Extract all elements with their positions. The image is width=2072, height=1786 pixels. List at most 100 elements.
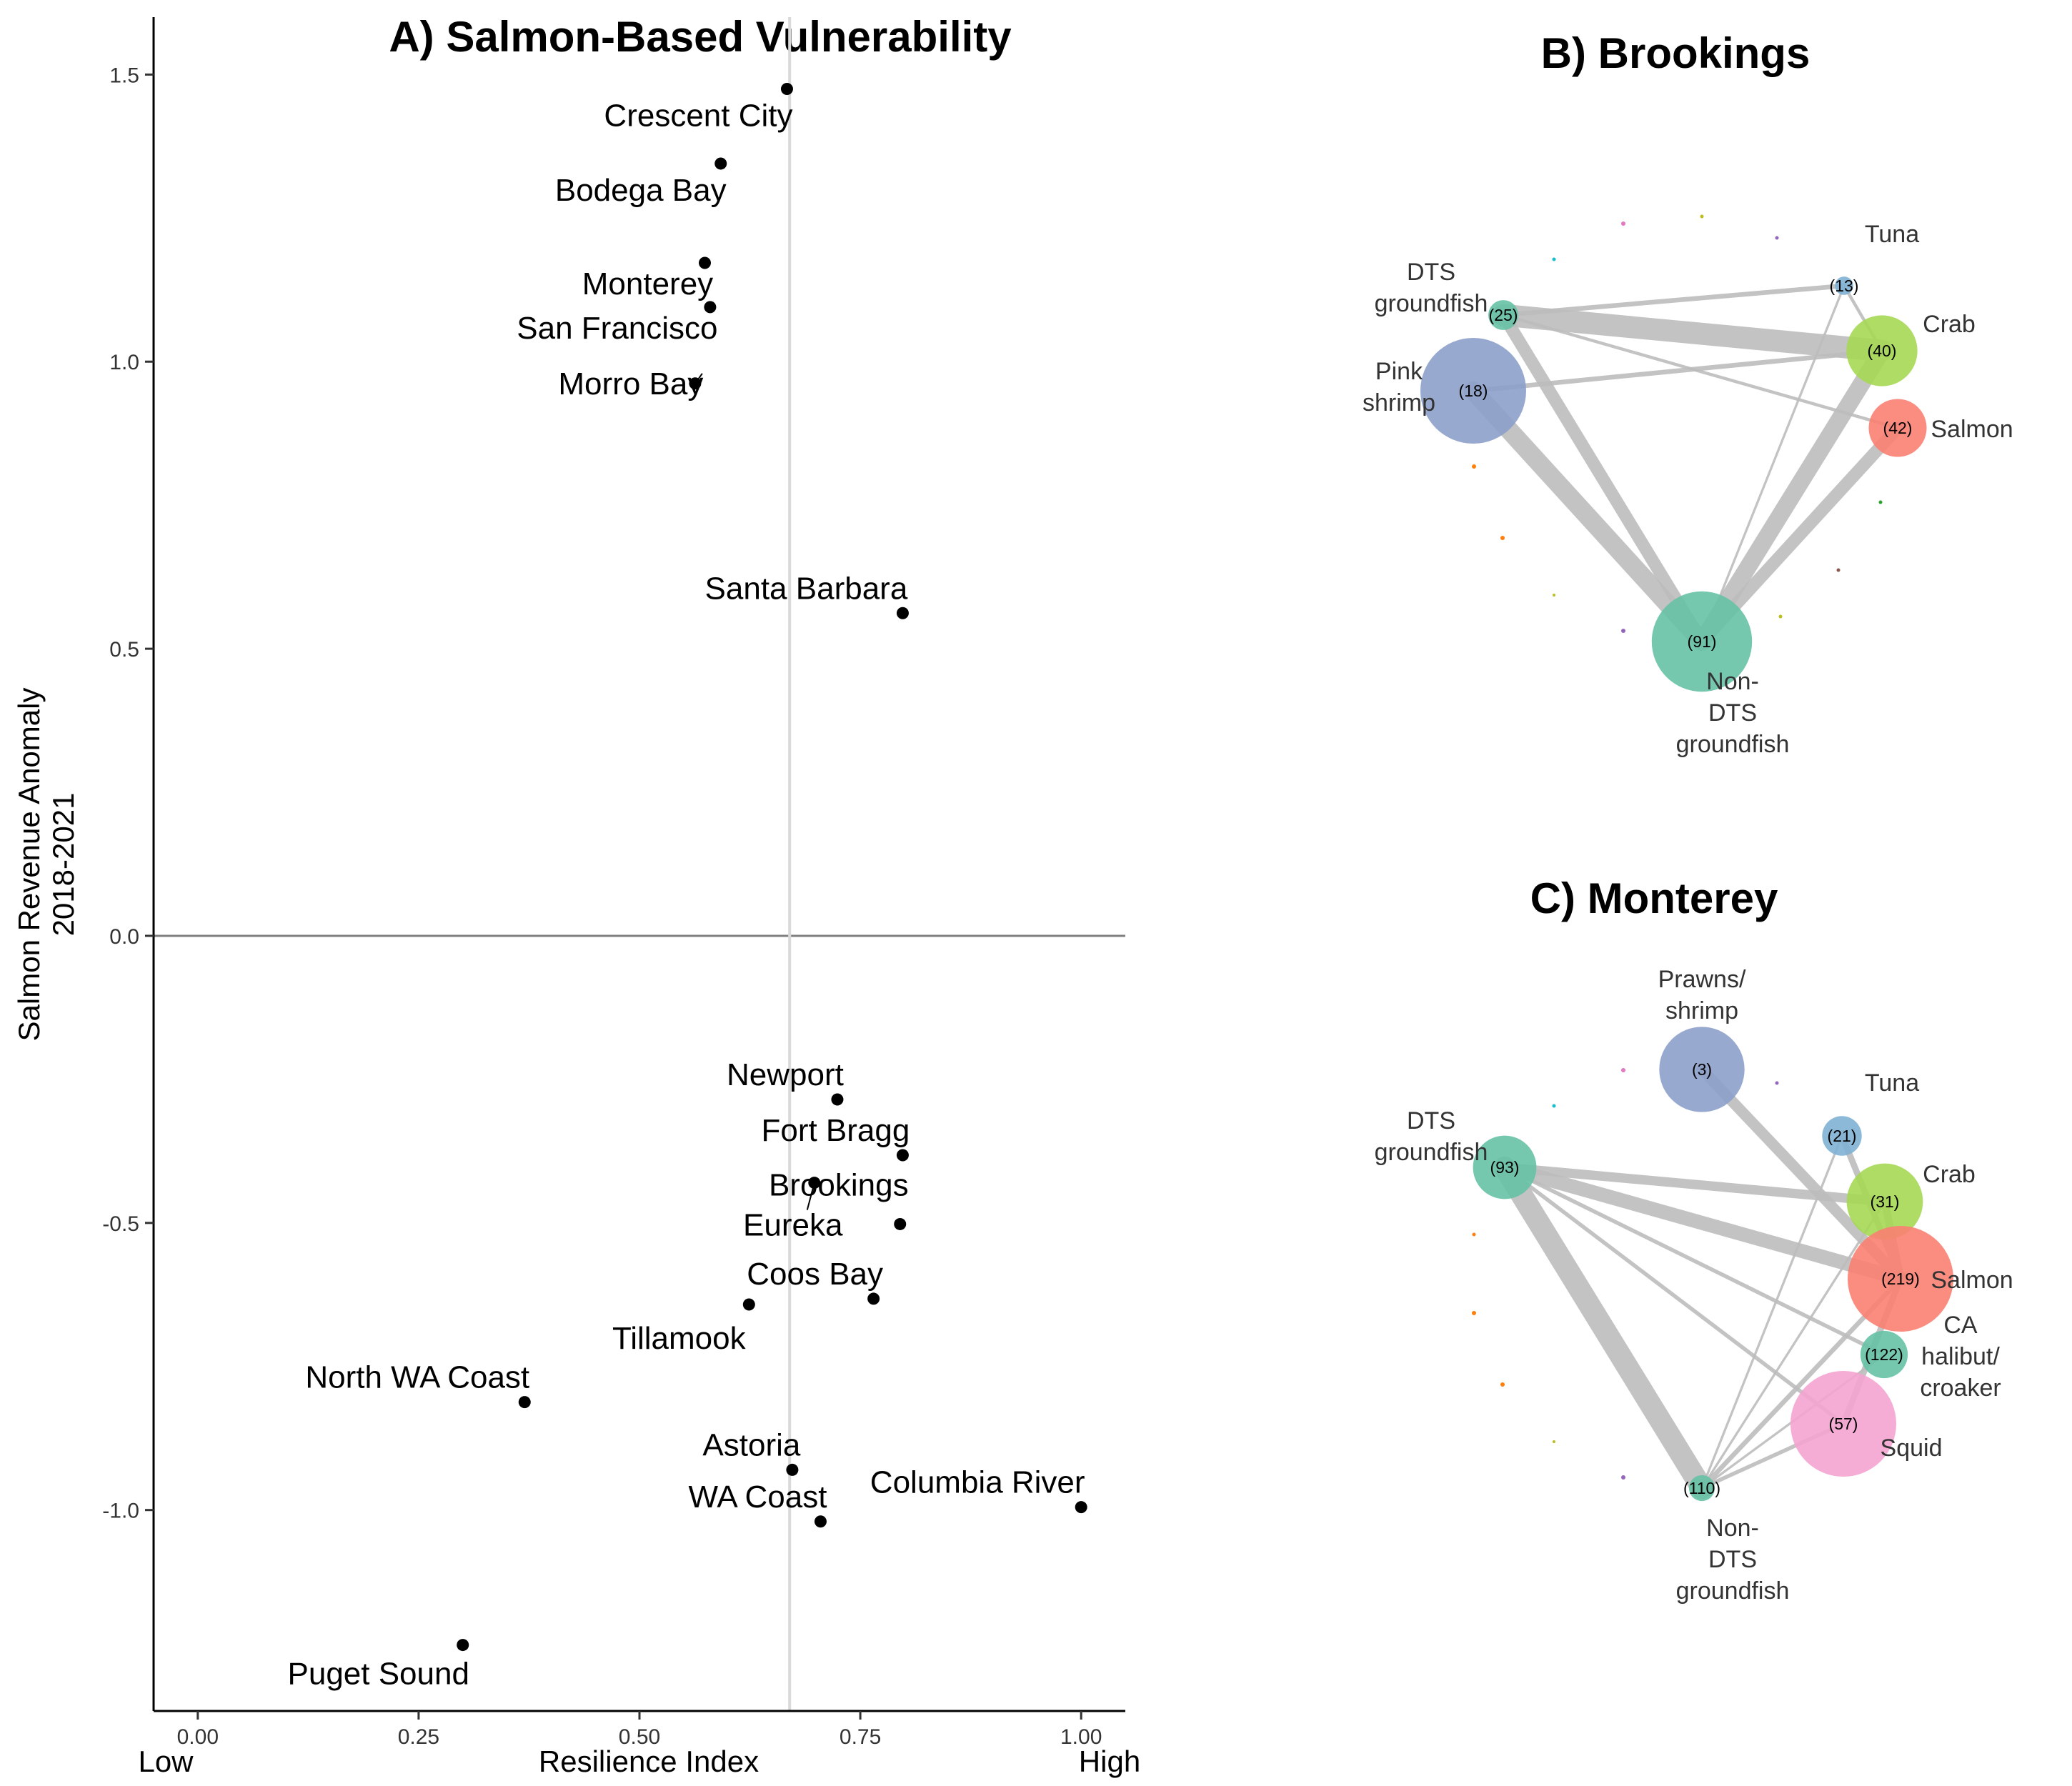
node-count-nondts: (110): [1683, 1479, 1720, 1497]
x-axis-title: Resilience Index: [539, 1745, 759, 1778]
label-fort-bragg: Fort Bragg: [761, 1113, 910, 1148]
node-count-crab: (31): [1871, 1192, 1900, 1211]
node-label-dts: DTS: [1407, 259, 1455, 286]
edge-dts-halibut: [1503, 1165, 1886, 1357]
point-north-wa-coast: [518, 1396, 531, 1409]
label-brookings: Brookings: [769, 1168, 909, 1203]
node-label-salmon: Salmon: [1931, 1267, 2013, 1294]
label-monterey: Monterey: [582, 266, 713, 301]
point-san-francisco: [704, 301, 717, 314]
point-eureka: [894, 1217, 907, 1230]
node-dts: [1488, 300, 1518, 330]
edge-dts-nondts: [1493, 1156, 1713, 1500]
point-morro-bay: [689, 377, 702, 390]
node-count-prawns: (3): [1692, 1060, 1712, 1079]
node-count-salmon: (42): [1883, 419, 1913, 437]
label-coos-bay: Coos Bay: [747, 1257, 883, 1292]
brookings-title: B) Brookings: [1541, 29, 1810, 77]
edge-dts-salmon: [1501, 313, 1900, 430]
point-wa-coast: [814, 1515, 827, 1528]
point-coos-bay: [867, 1292, 880, 1305]
y-axis-title: Salmon Revenue Anomaly: [12, 688, 46, 1042]
node-label-nondts: groundfish: [1676, 731, 1790, 758]
label-newport: Newport: [727, 1057, 844, 1092]
point-labels: Crescent City Bodega Bay Monterey San Franc…: [288, 98, 1085, 1691]
x-tick-label: 0.00: [177, 1725, 219, 1749]
node-count-tuna: (13): [1830, 276, 1859, 295]
node-label-salmon: Salmon: [1931, 416, 2013, 443]
scatter-panel: A) Salmon-Based Vulnerability 0.00 0.25 0.…: [12, 13, 1140, 1778]
node-count-crab: (40): [1868, 341, 1897, 360]
point-brookings: [808, 1177, 821, 1189]
node-squid: [1790, 1371, 1896, 1477]
label-eureka: Eureka: [743, 1207, 843, 1242]
node-label-nondts: groundfish: [1676, 1577, 1790, 1605]
x-ticks: 0.00 0.25 0.50 0.75 1.00: [177, 1711, 1102, 1749]
node-label-crab: Crab: [1923, 1161, 1976, 1188]
edge-pink-nondts: [1463, 381, 1712, 652]
node-crab: [1846, 315, 1918, 386]
node-label-nondts: Non-: [1706, 1515, 1759, 1542]
brookings-edges: [1463, 283, 1904, 652]
monterey-nodes: (3) (21) (93) (31) (219) (122) (57) (110): [1473, 1027, 1953, 1502]
edge-crab-nondts: [1693, 341, 1891, 651]
node-count-salmon: (219): [1881, 1269, 1920, 1288]
y-tick-label: -1.0: [102, 1500, 139, 1523]
node-label-squid: Squid: [1881, 1435, 1943, 1462]
node-nondts: [1651, 591, 1753, 692]
edge-dts-nondts: [1497, 309, 1708, 648]
node-count-nondts: (91): [1688, 632, 1717, 651]
node-count-halibut: (122): [1865, 1345, 1903, 1364]
node-label-halibut: halibut/: [1921, 1343, 2000, 1370]
node-label-crab: Crab: [1923, 311, 1976, 338]
brookings-node-labels: DTS groundfish Pink shrimp Tuna Crab Salmon Non…: [1363, 221, 2013, 758]
label-san-francisco: San Francisco: [517, 311, 717, 346]
node-count-dts: (25): [1489, 306, 1518, 324]
y-tick-label: 0.0: [109, 925, 139, 949]
label-wa-coast: WA Coast: [688, 1480, 827, 1515]
node-halibut: [1860, 1330, 1908, 1379]
label-astoria: Astoria: [702, 1427, 800, 1462]
y-axis-subtitle: 2018-2021: [46, 793, 80, 937]
point-astoria: [786, 1463, 799, 1476]
node-label-tuna: Tuna: [1865, 1069, 1919, 1097]
node-label-pink: shrimp: [1363, 389, 1435, 416]
x-tick-label: 0.50: [619, 1725, 660, 1749]
node-label-dts: groundfish: [1375, 1139, 1488, 1166]
brookings-minor-nodes: [1472, 214, 1883, 633]
label-bodega-bay: Bodega Bay: [555, 173, 727, 208]
scatter-points: [457, 82, 1087, 1652]
x-tick-label: 1.00: [1060, 1725, 1102, 1749]
node-label-dts: groundfish: [1375, 290, 1488, 317]
node-label-dts: DTS: [1407, 1107, 1455, 1134]
point-columbia-river: [1075, 1501, 1087, 1514]
point-newport: [831, 1093, 844, 1106]
edge-crab-nondts: [1700, 1200, 1886, 1490]
edge-dts-salmon: [1498, 1160, 1908, 1286]
x-axis-low-label: Low: [138, 1745, 194, 1778]
point-puget-sound: [457, 1639, 469, 1652]
node-label-prawns: shrimp: [1665, 997, 1738, 1024]
label-morro-bay: Morro Bay: [558, 366, 703, 401]
node-nondts: [1688, 1475, 1715, 1502]
point-santa-barbara: [896, 607, 909, 619]
node-label-nondts: DTS: [1708, 699, 1757, 727]
label-columbia-river: Columbia River: [870, 1465, 1085, 1500]
edge-dts-crab: [1492, 304, 1893, 362]
y-tick-label: -0.5: [102, 1212, 139, 1236]
label-north-wa-coast: North WA Coast: [305, 1360, 529, 1395]
node-label-nondts: Non-: [1706, 668, 1759, 695]
node-salmon: [1848, 1226, 1953, 1332]
y-ticks: 1.5 1.0 0.5 0.0 -0.5 -1.0: [102, 64, 154, 1523]
edge-dts-tuna: [1500, 283, 1847, 318]
x-tick-label: 0.25: [398, 1725, 439, 1749]
node-count-squid: (57): [1829, 1415, 1858, 1433]
monterey-network-panel: C) Monterey (3) (21) (93) (31) (219) (122) (57…: [1375, 874, 2013, 1605]
point-crescent-city: [780, 82, 793, 95]
node-count-tuna: (21): [1828, 1127, 1857, 1145]
node-label-halibut: croaker: [1920, 1375, 2001, 1402]
node-pink: [1420, 338, 1526, 444]
brookings-nodes: (25) (18) (13) (40) (42) (91): [1420, 276, 1927, 692]
node-tuna: [1835, 276, 1853, 295]
